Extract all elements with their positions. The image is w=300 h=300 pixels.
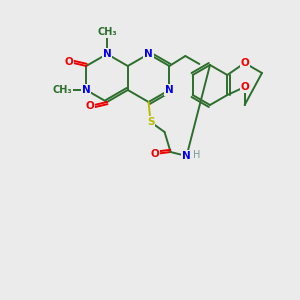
Text: N: N	[144, 49, 153, 59]
Text: CH₃: CH₃	[97, 27, 117, 37]
Text: N: N	[165, 85, 174, 95]
Text: O: O	[85, 101, 94, 111]
Text: N: N	[182, 151, 191, 161]
Text: H: H	[193, 150, 200, 160]
Text: N: N	[82, 85, 91, 95]
Text: O: O	[65, 57, 74, 67]
Text: CH₃: CH₃	[52, 85, 72, 95]
Text: N: N	[103, 49, 111, 59]
Text: S: S	[147, 117, 154, 127]
Text: O: O	[240, 58, 249, 68]
Text: O: O	[240, 82, 249, 92]
Text: O: O	[150, 149, 159, 159]
